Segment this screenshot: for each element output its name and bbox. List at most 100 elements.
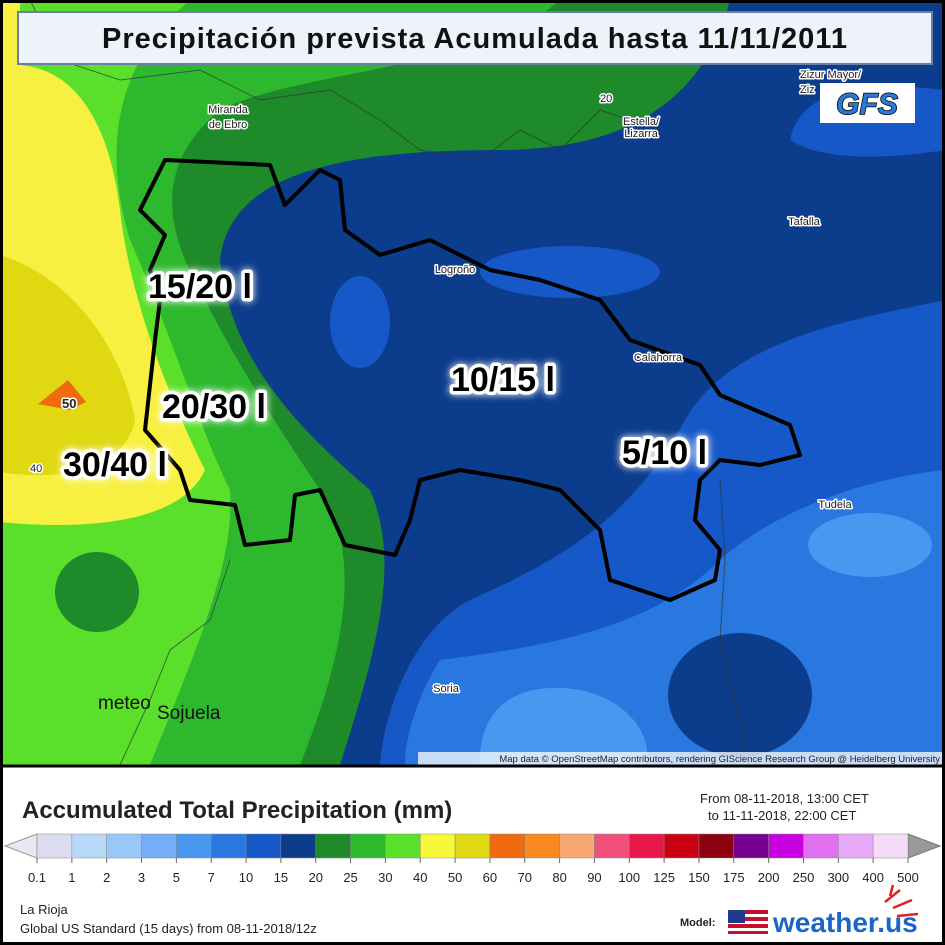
map: Miranda de Ebro Estella/ Lizarra Zizur M…	[0, 0, 945, 765]
footer-run: Global US Standard (15 days) from 08-11-…	[20, 921, 317, 936]
scale-box	[594, 833, 630, 859]
model-label: Model:	[680, 917, 715, 929]
scale-label: 300	[827, 870, 849, 885]
zone-40-50	[0, 255, 135, 476]
place-label: Tafalla	[788, 216, 821, 228]
scale-label: 2	[103, 870, 110, 885]
scale-box	[489, 833, 526, 859]
scale-box	[454, 833, 491, 859]
scale-box	[663, 833, 700, 859]
scale-box	[419, 833, 456, 859]
scale-box	[733, 833, 769, 859]
place-label: Estella/	[623, 116, 660, 128]
scale-label: 40	[413, 870, 427, 885]
zone-blob	[479, 687, 648, 765]
scale-label: 30	[378, 870, 392, 885]
scale-box	[559, 833, 595, 859]
place-label: Logroño	[435, 264, 475, 276]
brand: weather.us	[772, 907, 918, 938]
zone-blob	[668, 633, 812, 757]
scale-box	[141, 833, 177, 859]
place-label: Tudela	[818, 499, 852, 511]
contour-label: 20	[600, 93, 612, 105]
scale-box	[71, 833, 107, 859]
scale-box	[698, 833, 735, 859]
scale-box	[768, 833, 804, 859]
footer-region: La Rioja	[20, 902, 68, 917]
title: Precipitación prevista Acumulada hasta 1…	[102, 23, 848, 55]
place-label: Miranda	[208, 104, 249, 116]
scale-box	[872, 833, 909, 859]
zone-blob	[330, 276, 390, 368]
watermark: Sojuela	[157, 703, 221, 724]
flag	[728, 910, 768, 934]
scale-label: 50	[448, 870, 462, 885]
scale-box	[106, 833, 142, 859]
scale-label: 25	[343, 870, 357, 885]
scale-label: 0.1	[28, 870, 46, 885]
scale-label: 5	[173, 870, 180, 885]
region-label: 10/15 l	[451, 361, 555, 399]
scale-box	[803, 833, 839, 859]
scale-label: 500	[897, 870, 919, 885]
brand-logo	[884, 884, 919, 918]
scale-box	[245, 833, 282, 859]
scale-label: 70	[518, 870, 532, 885]
scale-label: 20	[308, 870, 322, 885]
scale-label: 7	[208, 870, 215, 885]
scale-box	[210, 833, 247, 859]
place-label: de Ebro	[209, 119, 248, 131]
place-label: Calahorra	[634, 352, 683, 364]
model-badge: GFS	[836, 88, 898, 121]
scale-label: 400	[862, 870, 884, 885]
scale-label: 125	[653, 870, 675, 885]
scale-label: 90	[587, 870, 601, 885]
scale-box	[315, 833, 351, 859]
zone-blob	[55, 552, 139, 632]
scale-box	[350, 833, 386, 859]
region-label: 20/30 l	[162, 388, 266, 426]
title-box	[17, 11, 933, 65]
place-label: Lizarra	[624, 128, 659, 140]
scale-box	[36, 833, 73, 859]
attribution: Map data © OpenStreetMap contributors, r…	[499, 754, 940, 765]
scale-label: 80	[552, 870, 566, 885]
badge-bg	[820, 83, 915, 123]
contour-label: 40	[30, 463, 42, 475]
legend-period: From 08-11-2018, 13:00 CET	[700, 791, 869, 806]
scale-box	[629, 833, 665, 859]
la-rioja-border	[138, 158, 802, 602]
scale-box	[385, 833, 421, 859]
place-label: Zizur Mayor/	[800, 69, 862, 81]
zone-blob	[480, 246, 660, 298]
scale-box	[838, 833, 874, 859]
zone-blob	[808, 513, 932, 577]
scale-label: 200	[758, 870, 780, 885]
legend: Accumulated Total Precipitation (mm) Fro…	[0, 766, 945, 945]
place-label: Soria	[433, 683, 460, 695]
scale-label: 1	[68, 870, 75, 885]
zone-50-60	[38, 380, 86, 410]
region-label: 15/20 l	[148, 268, 252, 306]
scale-label: 3	[138, 870, 145, 885]
legend-title: Accumulated Total Precipitation (mm)	[22, 797, 452, 824]
scale-label: 60	[483, 870, 497, 885]
scale-box	[280, 833, 316, 859]
region-label: 5/10 l	[622, 434, 707, 472]
place-label: Ziz	[800, 84, 815, 96]
scale-label: 150	[688, 870, 710, 885]
scale-box	[524, 833, 560, 859]
scale-label: 175	[723, 870, 745, 885]
watermark: meteo	[98, 693, 151, 714]
attribution-bg	[418, 752, 945, 765]
scale-label: 10	[239, 870, 253, 885]
contour-label: 50	[62, 396, 76, 411]
scale-box	[176, 833, 212, 859]
scale-label: 250	[793, 870, 815, 885]
scale-label: 15	[274, 870, 288, 885]
region-label: 30/40 l	[63, 446, 167, 484]
legend-period: to 11-11-2018, 22:00 CET	[708, 808, 856, 823]
